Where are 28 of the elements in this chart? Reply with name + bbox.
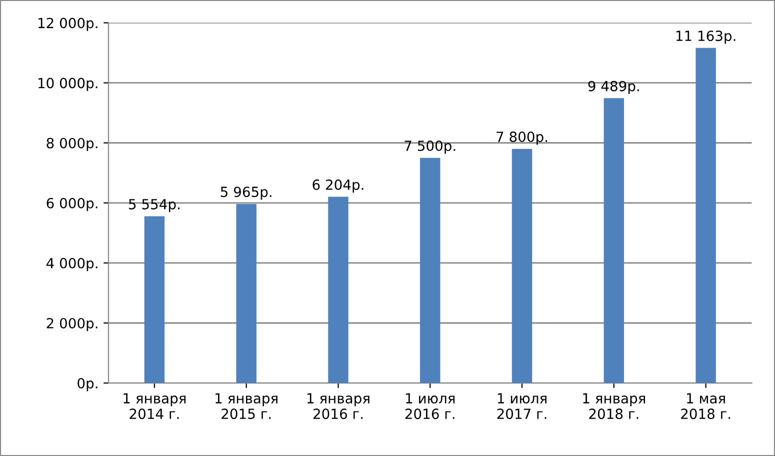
x-tick-label: 1 июля 2017 г. [497,393,546,420]
data-label: 5 554р. [129,199,180,212]
data-label: 11 163р. [676,30,736,44]
bar [512,148,532,384]
data-label: 7 800р. [496,132,548,145]
y-tick-label: 6 000р. [46,198,98,212]
data-label: 5 965р. [220,186,272,200]
x-tick-label: 1 января 2018 г. [583,393,646,420]
y-tick-label: 10 000р. [38,78,98,92]
x-tick-label: 1 января 2015 г. [216,393,278,420]
x-tick-label: 1 мая 2018 г. [681,393,730,420]
x-tick-label: 1 июля 2016 г. [405,393,455,420]
data-label: 6 204р. [312,179,364,193]
y-tick-label: 12 000р. [38,18,98,31]
data-label: 9 489р. [588,80,639,94]
y-tick-label: 8 000р. [46,138,98,152]
x-tick-label: 1 января 2016 г. [307,393,370,420]
bar [696,48,716,384]
bar [604,98,624,384]
data-label: 7 500р. [404,140,456,154]
bar [420,158,440,384]
bar [328,196,348,384]
y-tick-label: 0р. [78,378,98,392]
bar [144,216,165,384]
y-tick-label: 4 000р. [46,258,98,272]
x-tick-label: 1 января 2014 г. [124,393,186,420]
bar [236,204,256,384]
y-tick-label: 2 000р. [46,318,98,332]
